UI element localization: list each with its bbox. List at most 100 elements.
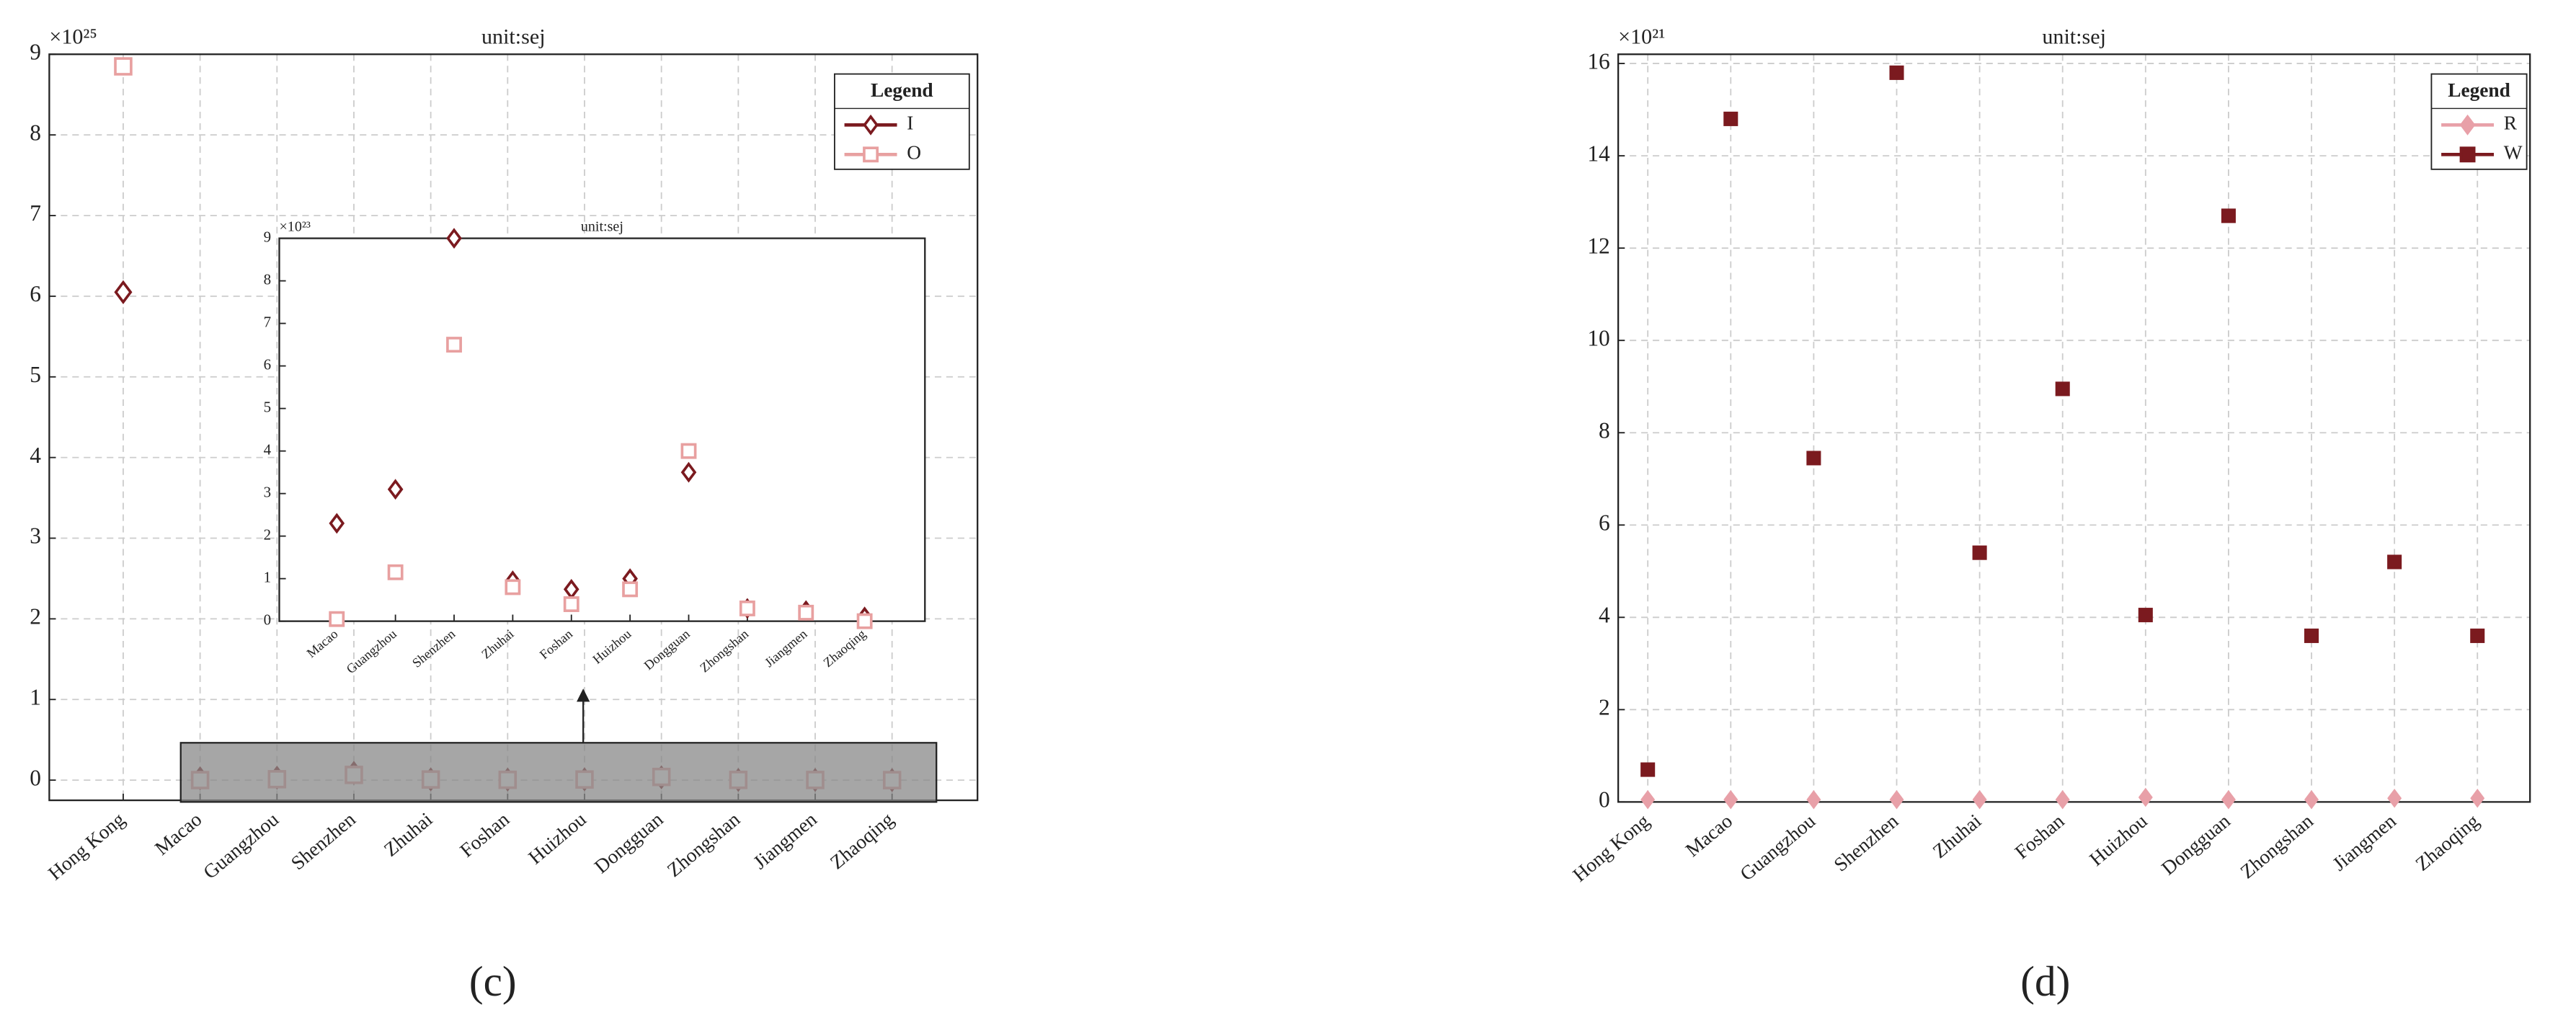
marker: [863, 114, 879, 136]
x-tick-label: Zhongshan: [2237, 810, 2318, 882]
y-tick-label: 2: [30, 604, 41, 629]
x-tick-label: Foshan: [456, 808, 513, 862]
marker: [2459, 114, 2476, 136]
panel-caption: (d): [2020, 957, 2070, 1005]
y-tick-label: 6: [264, 355, 271, 373]
plot-area: [279, 238, 925, 621]
x-tick-label: Guangzhou: [199, 808, 283, 883]
chart-panel: 0 2 4 6 8 10 12 14 16 Hong Kong Macao Guangzhou Shen…: [1568, 24, 2531, 1005]
x-tick-label: Huizhou: [524, 808, 590, 869]
marker: [2221, 208, 2236, 223]
marker: [2459, 146, 2476, 163]
x-tick-label: Zhaoqing: [826, 808, 898, 874]
marker: [2055, 381, 2070, 397]
marker: [1972, 789, 1987, 810]
y-tick-label: 5: [264, 398, 271, 415]
marker: [329, 513, 345, 534]
marker: [622, 581, 639, 598]
marker: [2387, 554, 2402, 570]
y-tick-label: 2: [1599, 695, 1610, 720]
marker: [387, 564, 404, 580]
y-tick-label: 6: [30, 281, 41, 306]
chart-title: unit:sej: [581, 219, 623, 235]
y-tick-label: 7: [264, 313, 271, 330]
y-tick-label: 16: [1587, 48, 1609, 74]
marker: [114, 57, 133, 76]
marker: [1806, 451, 1821, 466]
marker: [446, 337, 462, 353]
marker: [387, 479, 404, 500]
legend-label: O: [907, 142, 921, 164]
y-tick-label: 1: [264, 568, 271, 585]
y-tick-label: 5: [30, 362, 41, 387]
y-tick-label: 4: [30, 443, 41, 468]
y-multiplier: ×10²¹: [1618, 24, 1665, 48]
marker: [856, 613, 873, 629]
marker: [329, 611, 345, 627]
x-tick-label: Macao: [151, 808, 205, 859]
y-tick-label: 0: [30, 765, 41, 790]
plot-area: [1618, 54, 2531, 802]
y-tick-label: 8: [30, 120, 41, 145]
marker: [1806, 789, 1821, 810]
y-tick-label: 7: [30, 200, 41, 226]
y-tick-label: 10: [1587, 325, 1609, 350]
marker: [1972, 545, 1987, 560]
x-tick-label: Zhaoqing: [2412, 810, 2484, 875]
marker: [1723, 111, 1738, 126]
marker: [1640, 762, 1656, 777]
x-tick-label: Jiangmen: [2328, 810, 2400, 875]
marker: [680, 461, 697, 483]
y-multiplier: ×10²⁵: [49, 24, 97, 48]
marker: [2304, 789, 2319, 810]
chart-title: unit:sej: [2042, 24, 2106, 48]
y-tick-label: 1: [30, 684, 41, 709]
marker: [739, 601, 755, 616]
legend-label: R: [2504, 112, 2518, 134]
x-tick-label: Guangzhou: [1736, 810, 1819, 885]
x-tick-label: Hong Kong: [44, 808, 129, 885]
y-tick-label: 2: [264, 526, 271, 543]
marker: [563, 596, 579, 612]
y-tick-label: 9: [30, 39, 41, 64]
marker: [1889, 65, 1904, 80]
zoom-arrow-head: [577, 688, 590, 702]
x-tick-label: Jiangmen: [749, 808, 821, 874]
marker: [2470, 788, 2485, 808]
y-tick-label: 9: [264, 228, 271, 245]
marker: [446, 228, 462, 249]
marker: [863, 146, 879, 163]
y-tick-label: 3: [264, 483, 271, 500]
y-tick-label: 0: [264, 611, 271, 628]
x-tick-label: Shenzhen: [1830, 810, 1903, 876]
x-tick-label: Shenzhen: [287, 808, 360, 874]
y-tick-label: 14: [1587, 141, 1610, 166]
legend-title: Legend: [871, 79, 933, 101]
x-tick-label: Zhuhai: [1929, 810, 1986, 862]
y-tick-label: 4: [264, 440, 272, 458]
legend-title: Legend: [2448, 79, 2510, 101]
legend-label: I: [907, 112, 913, 134]
chart-title: unit:sej: [481, 24, 546, 48]
marker: [114, 280, 133, 305]
panel-caption: (c): [469, 957, 517, 1005]
axes-frame: [1617, 53, 2531, 803]
x-tick-label: Hong Kong: [1568, 810, 1653, 886]
x-tick-label: Foshan: [2011, 810, 2069, 863]
marker: [1889, 789, 1904, 810]
y-tick-label: 4: [1599, 603, 1610, 628]
y-tick-label: 3: [30, 523, 41, 549]
x-tick-label: Macao: [1682, 810, 1736, 861]
marker: [1640, 789, 1656, 810]
marker: [798, 604, 814, 621]
legend-label: W: [2504, 142, 2523, 164]
y-tick-label: 8: [1599, 417, 1610, 443]
marker: [505, 579, 521, 595]
y-multiplier: ×10²³: [279, 219, 310, 235]
x-tick-label: Dongguan: [590, 808, 667, 877]
marker: [2055, 789, 2070, 810]
x-tick-label: Dongguan: [2157, 810, 2234, 879]
axes-frame: [278, 237, 926, 622]
